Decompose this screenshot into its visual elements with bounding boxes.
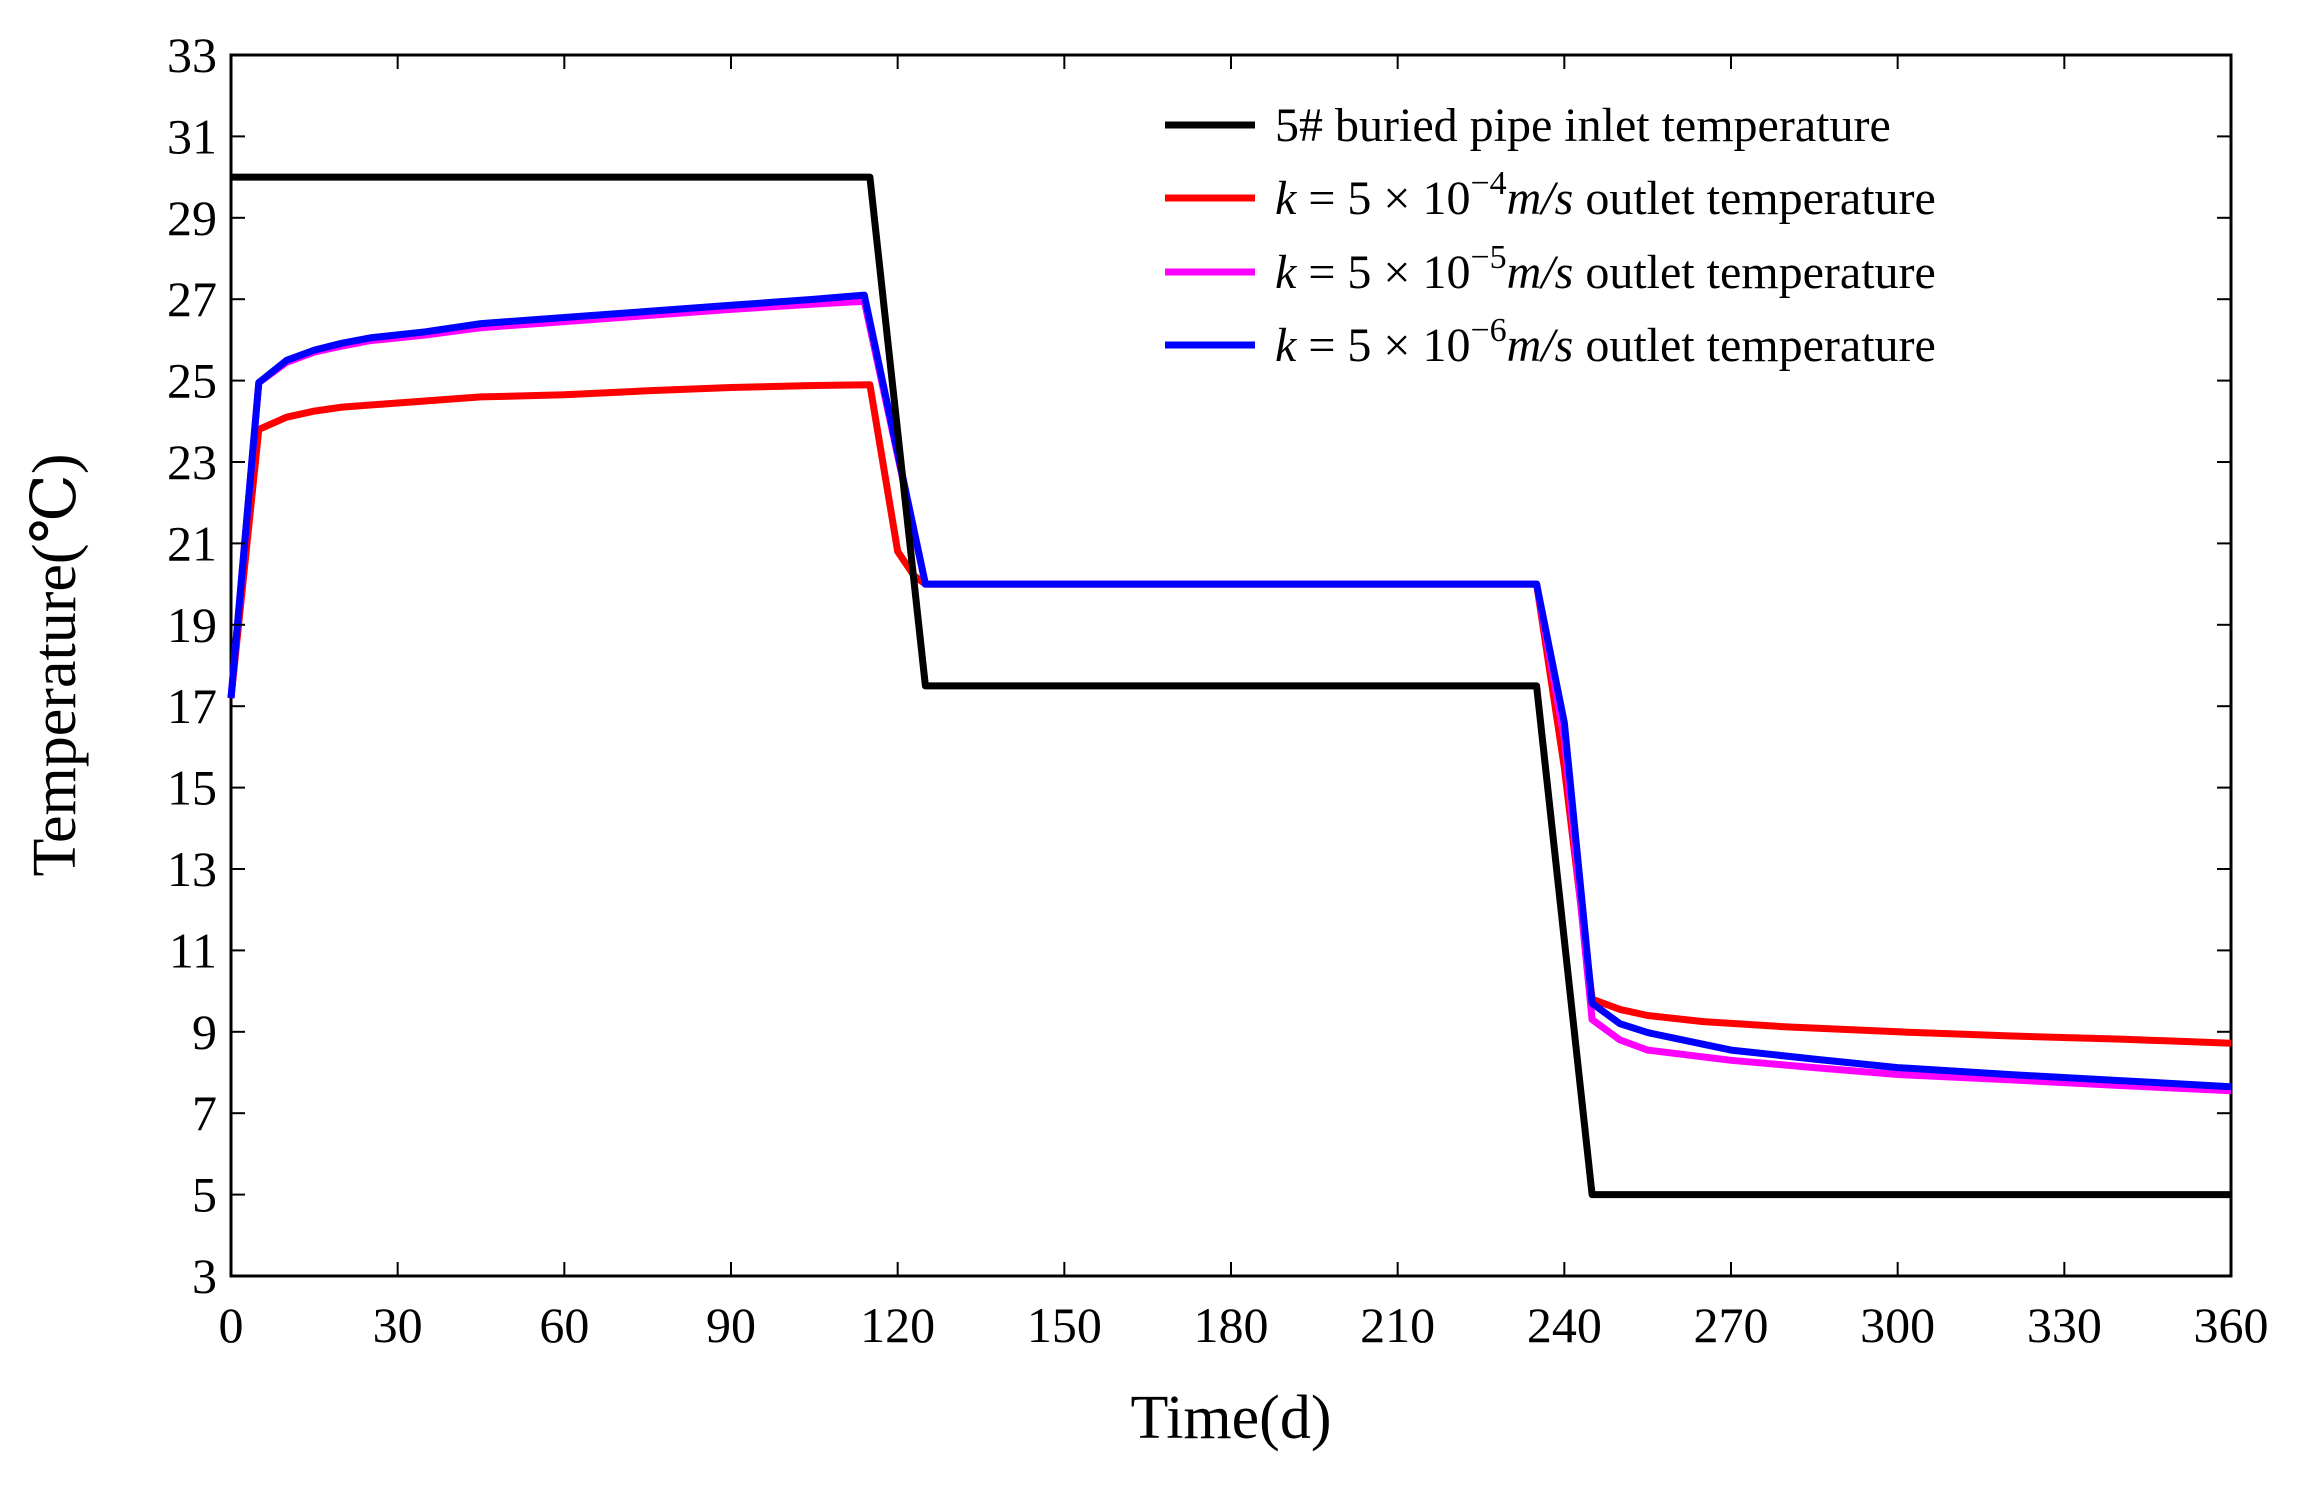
- x-tick-label: 360: [2194, 1297, 2269, 1353]
- plot-area-frame: [229, 53, 2233, 1278]
- legend-unit: m/s: [1507, 246, 1574, 299]
- y-tick-label: 27: [167, 271, 217, 327]
- series-line-4: [227, 291, 2232, 1091]
- y-axis-title: Temperature(℃): [21, 453, 89, 876]
- x-tick-label: 90: [706, 1297, 756, 1353]
- legend-var-k: k: [1275, 172, 1298, 225]
- legend-exponent: −6: [1470, 312, 1506, 349]
- y-tick-label: 25: [167, 353, 217, 409]
- y-tick-label: 5: [192, 1167, 217, 1223]
- x-tick-label: 60: [539, 1297, 589, 1353]
- x-tick-label: 180: [1194, 1297, 1269, 1353]
- x-tick-label: 240: [1527, 1297, 1602, 1353]
- y-tick-label: 13: [167, 841, 217, 897]
- y-tick-label: 7: [192, 1085, 217, 1141]
- x-tick-label: 0: [219, 1297, 244, 1353]
- legend: 5# buried pipe inlet temperature k = 5 × …: [1165, 99, 1936, 372]
- legend-label-2: k = 5 × 10−4m/s outlet temperature: [1275, 165, 1936, 225]
- x-tick-label: 30: [373, 1297, 423, 1353]
- legend-var-k: k: [1275, 319, 1298, 372]
- y-tick-label: 17: [167, 678, 217, 734]
- legend-tail: outlet temperature: [1573, 246, 1936, 299]
- y-tick-label: 33: [167, 27, 217, 83]
- legend-var-k: k: [1275, 246, 1298, 299]
- legend-unit: m/s: [1507, 172, 1574, 225]
- y-tick-label: 9: [192, 1004, 217, 1060]
- y-tick-label: 23: [167, 434, 217, 490]
- x-axis-title: Time(d): [1131, 1384, 1332, 1452]
- legend-tail: outlet temperature: [1573, 172, 1936, 225]
- y-tick-label: 11: [169, 922, 217, 978]
- legend-label-4: k = 5 × 10−6m/s outlet temperature: [1275, 312, 1936, 372]
- legend-eq: = 5 × 10: [1296, 172, 1470, 225]
- y-tick-label: 31: [167, 108, 217, 164]
- y-tick-label: 29: [167, 190, 217, 246]
- series-line-1: [231, 173, 2231, 1199]
- legend-label-1: 5# buried pipe inlet temperature: [1275, 99, 1891, 152]
- series-layer: [227, 173, 2232, 1199]
- legend-exponent: −4: [1470, 165, 1506, 202]
- legend-exponent: −5: [1470, 239, 1506, 276]
- x-tick-label: 270: [1694, 1297, 1769, 1353]
- x-tick-label: 120: [860, 1297, 935, 1353]
- x-tick-label: 300: [1860, 1297, 1935, 1353]
- series-line-2: [227, 381, 2232, 1047]
- legend-eq: = 5 × 10: [1296, 319, 1470, 372]
- y-tick-label: 15: [167, 760, 217, 816]
- x-tick-label: 330: [2027, 1297, 2102, 1353]
- legend-tail: outlet temperature: [1573, 319, 1936, 372]
- x-tick-label: 150: [1027, 1297, 1102, 1353]
- y-tick-label: 19: [167, 597, 217, 653]
- legend-label-3: k = 5 × 10−5m/s outlet temperature: [1275, 239, 1936, 299]
- tick-layer: 0 30 60 90 120 150 180 210 240 270 300 330 360 3 5 7 9 11…: [167, 27, 2269, 1353]
- legend-eq: = 5 × 10: [1296, 246, 1470, 299]
- y-tick-label: 3: [192, 1248, 217, 1304]
- x-tick-label: 210: [1360, 1297, 1435, 1353]
- legend-unit: m/s: [1507, 319, 1574, 372]
- y-tick-label: 21: [167, 515, 217, 571]
